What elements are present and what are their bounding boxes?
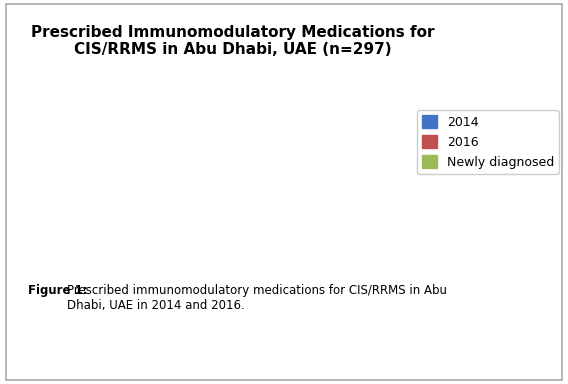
Bar — [237, 225, 245, 242]
Bar — [336, 197, 344, 242]
Bar — [114, 189, 122, 242]
Bar — [179, 228, 188, 242]
Bar — [377, 184, 385, 242]
Bar — [245, 218, 253, 242]
Bar — [155, 240, 163, 242]
Text: Figure 1:: Figure 1: — [28, 284, 92, 297]
Bar — [204, 202, 212, 242]
Bar — [106, 214, 114, 242]
Text: Prescribed immunomodulatory medications for CIS/RRMS in Abu
Dhabi, UAE in 2014 a: Prescribed immunomodulatory medications … — [67, 284, 447, 312]
Bar — [220, 235, 229, 242]
Bar — [270, 237, 278, 242]
Legend: 2014, 2016, Newly diagnosed: 2014, 2016, Newly diagnosed — [417, 110, 559, 174]
Bar — [147, 114, 155, 242]
Bar — [278, 235, 286, 242]
Bar — [172, 218, 179, 242]
Bar — [344, 210, 352, 242]
Bar — [212, 194, 220, 242]
Bar — [311, 238, 319, 242]
Text: Prescribed Immunomodulatory Medications for
CIS/RRMS in Abu Dhabi, UAE (n=297): Prescribed Immunomodulatory Medications … — [31, 25, 435, 57]
Bar — [73, 72, 81, 242]
Bar — [81, 142, 89, 242]
Bar — [122, 237, 130, 242]
Bar — [139, 101, 147, 242]
Bar — [89, 237, 98, 242]
Bar — [352, 238, 360, 242]
